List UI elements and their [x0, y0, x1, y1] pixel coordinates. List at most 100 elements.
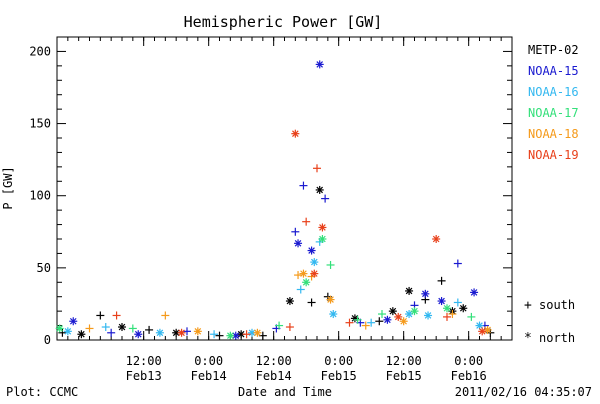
south-marker — [443, 312, 451, 321]
x-axis-label: Date and Time — [238, 385, 332, 399]
marker-legend-label: south — [539, 298, 575, 312]
footer-credit: Plot: CCMC — [6, 385, 78, 399]
north-marker — [307, 246, 316, 255]
north-marker — [326, 295, 335, 304]
y-tick-label: 50 — [37, 261, 51, 275]
series-noaa-15 — [69, 60, 489, 340]
series-noaa-16 — [63, 237, 484, 339]
north-marker — [421, 289, 430, 298]
series-noaa-17 — [55, 235, 476, 340]
south-marker — [215, 331, 224, 340]
south-marker — [437, 276, 446, 285]
south-marker — [353, 315, 362, 324]
south-marker — [107, 328, 116, 337]
north-marker — [443, 304, 451, 313]
north-marker — [302, 278, 311, 287]
footer-timestamp: 2011/02/16 04:35:07 — [455, 385, 592, 399]
south-marker — [242, 330, 251, 339]
north-marker — [294, 239, 303, 248]
north-marker — [475, 321, 484, 330]
north-marker — [315, 185, 324, 194]
north-marker — [459, 304, 468, 313]
legend-entry: NOAA-18 — [528, 127, 579, 141]
north-marker — [410, 307, 419, 316]
north-marker — [478, 327, 487, 336]
axes — [56, 36, 513, 341]
x-tick-label: 12:00 — [386, 354, 422, 368]
south-marker — [285, 323, 294, 332]
south-marker — [96, 311, 105, 320]
north-marker — [399, 317, 408, 326]
south-marker — [275, 321, 284, 330]
north-marker — [310, 258, 319, 267]
north-marker — [394, 312, 403, 321]
y-tick-label: 0 — [44, 333, 51, 347]
south-marker — [367, 318, 376, 327]
north-marker — [470, 288, 479, 297]
north-marker — [318, 235, 327, 243]
north-marker — [118, 323, 126, 332]
y-axis: 0 50 100 150 200 — [29, 44, 512, 347]
marker-legend-symbol: + — [524, 298, 532, 313]
x-tick-sublabel: Feb16 — [451, 369, 487, 383]
north-marker — [329, 310, 338, 319]
x-axis: 12:00Feb130:00Feb1412:00Feb140:00Feb1512… — [56, 37, 513, 383]
north-marker — [253, 328, 262, 337]
south-marker — [299, 181, 308, 190]
marker-legend: + south * north — [524, 298, 575, 346]
south-marker — [302, 217, 311, 226]
x-tick-sublabel: Feb14 — [191, 369, 227, 383]
north-marker — [388, 307, 397, 316]
south-marker — [161, 311, 170, 320]
marker-legend-symbol: * — [524, 331, 532, 346]
south-marker — [313, 164, 321, 173]
south-marker — [448, 310, 457, 319]
north-marker — [55, 324, 64, 333]
x-tick-label: 12:00 — [256, 354, 292, 368]
x-tick-sublabel: Feb14 — [256, 369, 292, 383]
south-marker — [307, 298, 316, 307]
y-tick-label: 200 — [29, 44, 51, 58]
legend-entry: NOAA-17 — [528, 106, 579, 120]
north-marker — [310, 269, 319, 278]
north-marker — [285, 297, 294, 306]
y-tick-label: 150 — [29, 117, 51, 131]
south-marker — [101, 323, 110, 332]
south-marker — [345, 318, 354, 327]
legend-entry: NOAA-15 — [528, 64, 579, 78]
y-axis-label: P [GW] — [1, 166, 15, 209]
north-marker — [291, 129, 300, 138]
series-noaa-19 — [112, 129, 487, 339]
north-marker — [424, 311, 433, 320]
south-marker — [378, 310, 386, 319]
south-marker — [112, 311, 121, 320]
x-tick-label: 12:00 — [126, 354, 162, 368]
legend-entry: METP-02 — [528, 43, 579, 57]
south-marker — [453, 259, 462, 268]
series-noaa-18 — [85, 269, 492, 337]
x-tick-sublabel: Feb13 — [126, 369, 162, 383]
south-marker — [296, 285, 305, 294]
north-marker — [405, 286, 414, 295]
north-marker — [383, 315, 392, 324]
plot-frame — [56, 36, 513, 341]
south-marker — [321, 194, 330, 203]
north-marker — [155, 328, 164, 337]
data-markers — [55, 60, 495, 340]
y-tick-label: 100 — [29, 189, 51, 203]
north-marker — [177, 328, 186, 337]
south-marker — [291, 227, 300, 236]
series-legend: METP-02 NOAA-15 NOAA-16 NOAA-17 NOAA-18 NOAA-… — [528, 43, 579, 162]
south-marker — [294, 271, 303, 280]
north-marker — [315, 60, 324, 69]
x-tick-label: 0:00 — [324, 354, 353, 368]
north-marker — [134, 330, 143, 339]
south-marker — [85, 324, 94, 333]
south-marker — [326, 260, 335, 269]
x-tick-label: 0:00 — [454, 354, 483, 368]
south-marker — [361, 321, 370, 330]
chart-title: Hemispheric Power [GW] — [184, 13, 383, 31]
north-marker — [226, 331, 235, 340]
